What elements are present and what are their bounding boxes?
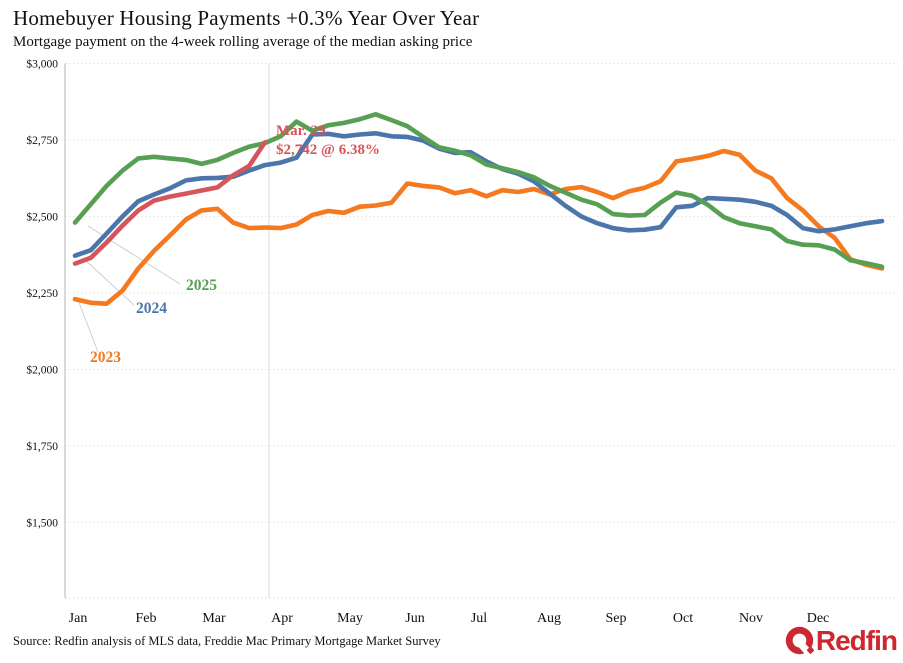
x-tick-label-Aug: Aug [537,611,561,626]
annotation-value: $2,742 @ 6.38% [276,142,380,158]
x-tick-label-Jul: Jul [471,611,487,626]
chart-title: Homebuyer Housing Payments +0.3% Year Ov… [13,6,480,30]
y-tick-label: $2,500 [26,211,58,224]
chart-subtitle: Mortgage payment on the 4-week rolling a… [13,34,473,50]
year-label-2025: 2025 [186,277,217,294]
year-label-2023: 2023 [90,349,121,366]
line-current-year [72,140,268,266]
x-tick-label-Nov: Nov [739,611,763,626]
line-2023 [72,148,885,307]
y-tick-label: $2,250 [26,287,58,300]
axis-and-year-labels: $3,000 $2,750 $2,500 $2,250 $2,000 $1,750 $1,5… [26,58,829,627]
x-tick-label-Oct: Oct [673,611,693,626]
year-label-2024: 2024 [136,300,167,317]
gridlines [64,63,898,599]
data-lines [72,112,885,307]
line-2024 [72,131,885,258]
x-tick-label-May: May [337,611,363,626]
y-tick-label: $2,750 [26,134,58,147]
leader-line-2023 [77,299,99,353]
annotation-date: Mar. 29 [276,123,325,139]
x-tick-label-Jan: Jan [69,611,88,626]
line-2025 [72,112,885,270]
y-tick-label: $3,000 [26,58,58,71]
x-tick-label-Apr: Apr [271,611,293,626]
redfin-logo[interactable]: Redfin [785,624,898,656]
y-tick-label: $1,750 [26,440,58,453]
y-tick-label: $1,500 [26,517,58,530]
x-tick-label-Feb: Feb [136,611,157,626]
leader-line-2024 [82,257,135,306]
source-note: Source: Redfin analysis of MLS data, Fre… [13,634,441,648]
redfin-house-icon [785,626,814,655]
x-tick-label-Jun: Jun [405,611,424,626]
x-tick-label-Sep: Sep [606,611,627,626]
x-tick-label-Dec: Dec [807,611,830,626]
y-tick-label: $2,000 [26,364,58,377]
redfin-wordmark: Redfin [815,624,898,656]
latest-point-annotation: Mar. 29 $2,742 @ 6.38% [276,123,380,158]
x-tick-label-Mar: Mar [202,611,226,626]
